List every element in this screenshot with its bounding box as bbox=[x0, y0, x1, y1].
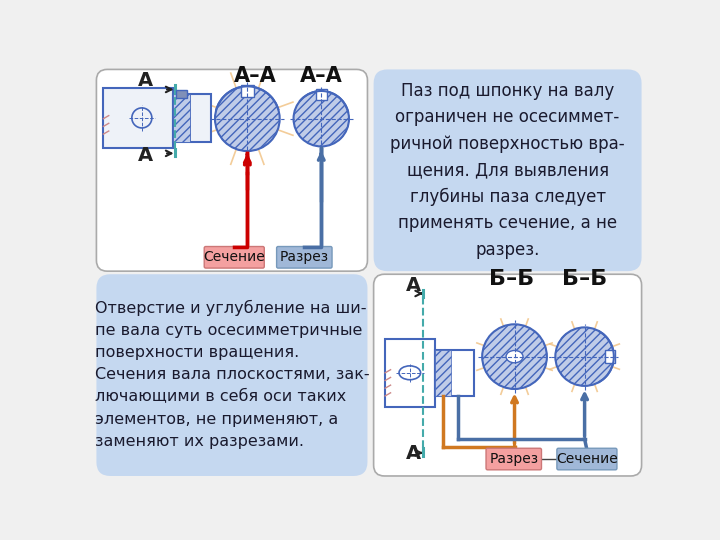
FancyBboxPatch shape bbox=[96, 274, 367, 476]
Bar bbox=[173, 94, 211, 142]
Text: А: А bbox=[406, 276, 421, 295]
Bar bbox=[385, 339, 435, 407]
Text: Б–Б: Б–Б bbox=[489, 269, 534, 289]
Bar bbox=[176, 90, 186, 98]
FancyBboxPatch shape bbox=[276, 247, 332, 268]
FancyBboxPatch shape bbox=[96, 70, 367, 271]
Bar bbox=[104, 88, 173, 148]
FancyBboxPatch shape bbox=[557, 448, 617, 470]
Bar bbox=[605, 350, 616, 363]
Bar bbox=[173, 94, 189, 142]
Circle shape bbox=[555, 327, 614, 386]
FancyBboxPatch shape bbox=[486, 448, 541, 470]
Text: А: А bbox=[138, 146, 153, 165]
Text: А: А bbox=[138, 71, 153, 90]
Text: А–А: А–А bbox=[234, 66, 277, 86]
Circle shape bbox=[294, 91, 349, 146]
Ellipse shape bbox=[506, 350, 523, 363]
Text: Отверстие и углубление на ши-
пе вала суть осесимметричные
поверхности вращения.: Отверстие и углубление на ши- пе вала су… bbox=[94, 300, 369, 449]
Circle shape bbox=[482, 325, 547, 389]
Bar bbox=[241, 85, 253, 97]
Bar bbox=[316, 90, 327, 100]
Text: А–А: А–А bbox=[300, 66, 343, 86]
Ellipse shape bbox=[399, 366, 420, 380]
Text: Разрез: Разрез bbox=[489, 452, 539, 466]
Circle shape bbox=[215, 86, 279, 151]
FancyBboxPatch shape bbox=[374, 274, 642, 476]
FancyBboxPatch shape bbox=[374, 70, 642, 271]
Bar bbox=[435, 350, 451, 396]
Text: А: А bbox=[406, 444, 421, 463]
Text: Разрез: Разрез bbox=[280, 251, 329, 264]
Text: Паз под шпонку на валу
ограничен не осесиммет-
ричной поверхностью вра-
щения. Д: Паз под шпонку на валу ограничен не осес… bbox=[390, 82, 625, 259]
FancyBboxPatch shape bbox=[204, 247, 264, 268]
Text: Сечение: Сечение bbox=[556, 452, 618, 466]
Text: Б–Б: Б–Б bbox=[562, 269, 608, 289]
Bar bbox=[435, 350, 474, 396]
Text: Сечение: Сечение bbox=[203, 251, 265, 264]
